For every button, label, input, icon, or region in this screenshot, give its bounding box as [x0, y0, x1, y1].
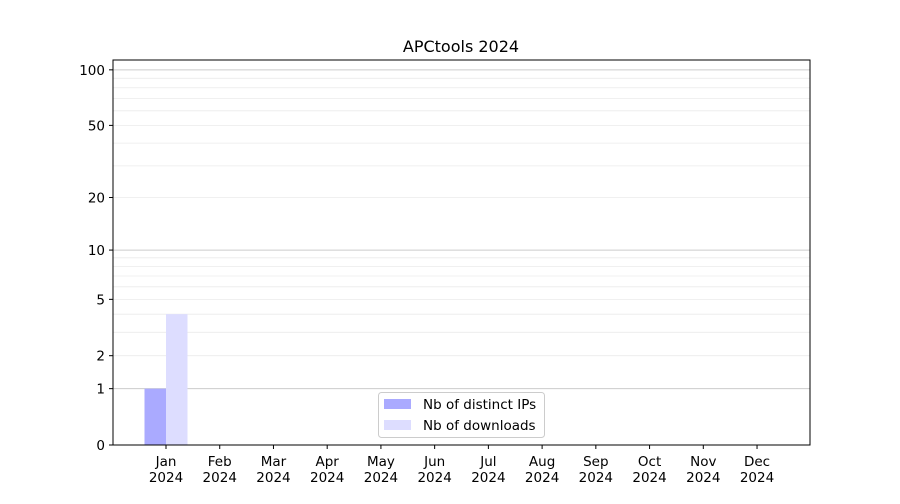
x-axis: Jan 2024 Feb 2024 Mar 2024 Apr 2024 May 2024 Jun 20… [149, 445, 774, 486]
x-tick-label: Dec 2024 [740, 454, 774, 486]
bar-distinct-ips [144, 388, 166, 445]
legend-label-distinct-ips: Nb of distinct IPs [423, 397, 536, 413]
legend-swatch-distinct-ips [384, 399, 411, 409]
axes-frame [112, 59, 811, 446]
legend-swatch-downloads [384, 420, 411, 430]
x-tick-label: Nov 2024 [686, 454, 720, 486]
bars [144, 314, 188, 445]
y-tick-label: 100 [79, 63, 105, 79]
x-tick-label: Jan 2024 [149, 454, 183, 486]
legend-box [378, 392, 545, 438]
chart-title: APCtools 2024 [403, 37, 519, 56]
y-tick-label: 1 [96, 382, 105, 398]
y-tick-label: 20 [88, 191, 105, 207]
x-tick-label: Oct 2024 [632, 454, 666, 486]
legend-label-downloads: Nb of downloads [423, 418, 536, 434]
y-tick-label: 0 [96, 438, 105, 454]
x-tick-label: Feb 2024 [203, 454, 237, 486]
x-tick-label: May 2024 [364, 454, 398, 486]
y-axis: 0 1 2 5 10 20 50 100 [79, 63, 113, 454]
x-tick-label: Jul 2024 [471, 454, 505, 486]
x-tick-label: Sep 2024 [579, 454, 613, 486]
y-tick-label: 10 [88, 243, 105, 259]
x-tick-label: Jun 2024 [417, 454, 451, 486]
grid [113, 69, 810, 390]
legend: Nb of distinct IPs Nb of downloads [378, 392, 545, 438]
x-tick-label: Apr 2024 [310, 454, 344, 486]
bar-downloads [166, 314, 188, 445]
y-tick-label: 2 [96, 349, 105, 365]
y-tick-label: 5 [96, 292, 105, 308]
y-tick-label: 50 [88, 118, 105, 134]
x-tick-label: Mar 2024 [256, 454, 290, 486]
x-tick-label: Aug 2024 [525, 454, 559, 486]
